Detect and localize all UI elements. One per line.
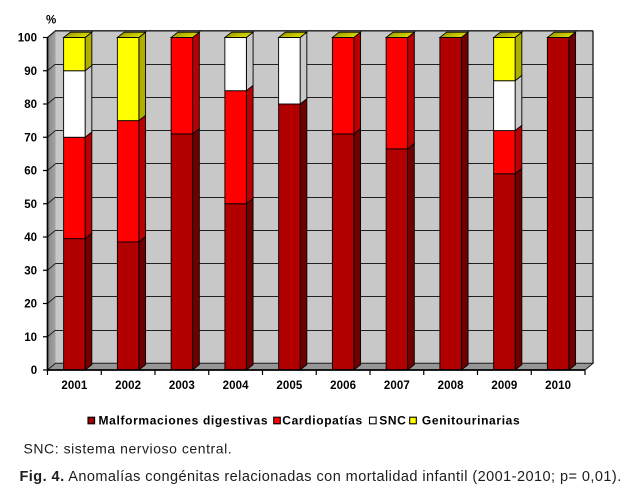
svg-text:40: 40 [24, 232, 37, 244]
svg-text:2002: 2002 [115, 380, 141, 392]
svg-text:2008: 2008 [438, 380, 464, 392]
svg-text:100: 100 [18, 33, 38, 45]
svg-text:80: 80 [24, 99, 37, 111]
svg-text:20: 20 [24, 299, 37, 311]
svg-text:0: 0 [31, 365, 38, 377]
svg-text:90: 90 [24, 66, 37, 78]
svg-text:50: 50 [24, 199, 37, 211]
svg-text:70: 70 [24, 132, 37, 144]
svg-text:SNC: SNC [379, 413, 406, 427]
svg-text:2004: 2004 [223, 380, 249, 392]
svg-text:2007: 2007 [384, 380, 410, 392]
svg-text:2009: 2009 [491, 380, 517, 392]
svg-text:Genitourinarias: Genitourinarias [422, 413, 520, 427]
svg-text:2006: 2006 [330, 380, 356, 392]
svg-text:SNC: sistema nervioso central.: SNC: sistema nervioso central. [24, 440, 233, 456]
svg-text:Cardiopatías: Cardiopatías [282, 413, 363, 427]
svg-text:2010: 2010 [545, 380, 571, 392]
svg-text:%: % [46, 15, 56, 27]
svg-text:60: 60 [24, 166, 37, 178]
svg-text:2003: 2003 [169, 380, 195, 392]
svg-text:2005: 2005 [276, 380, 302, 392]
svg-text:2001: 2001 [61, 380, 87, 392]
svg-text:10: 10 [24, 332, 37, 344]
svg-text:Fig. 4. Anomalías congénitas r: Fig. 4. Anomalías congénitas relacionada… [20, 469, 622, 485]
svg-text:30: 30 [24, 265, 37, 277]
svg-text:Malformaciones digestivas: Malformaciones digestivas [99, 413, 269, 427]
